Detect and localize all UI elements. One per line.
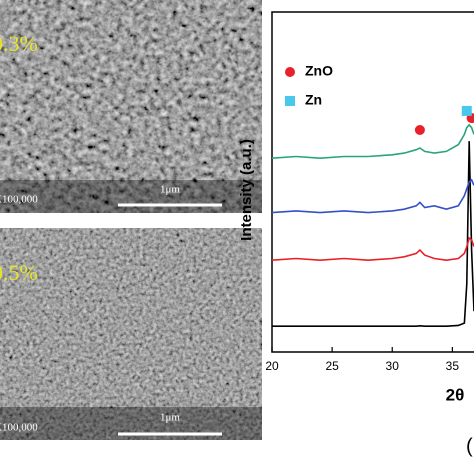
x-tick-label: 30 <box>386 359 400 373</box>
x-axis-label: 2θ <box>446 385 465 404</box>
legend-symbol <box>285 67 295 77</box>
plot-frame <box>271 11 474 353</box>
xrd-line <box>271 178 474 214</box>
xrd-line <box>271 236 474 262</box>
sem-footer <box>0 180 262 213</box>
scale-text: 1μm <box>160 412 180 424</box>
sem-texture <box>0 228 262 440</box>
marker <box>461 105 472 116</box>
panel-label: 0.3% <box>0 31 38 56</box>
panel-label: 0.5% <box>0 260 38 285</box>
x-tick-label: 20 <box>265 359 279 373</box>
xrd-line <box>272 141 474 327</box>
panel-letter: ( <box>466 435 473 457</box>
legend-label: Zn <box>305 92 322 108</box>
xrd-line <box>271 123 474 160</box>
legend-label: ZnO <box>305 63 333 79</box>
magnification: X100,000 <box>0 422 38 434</box>
x-tick-label: 25 <box>325 359 339 373</box>
legend-symbol <box>285 96 295 106</box>
x-tick-label: 35 <box>446 359 460 373</box>
y-axis-label: Intensity (a.u.) <box>238 139 255 241</box>
magnification: X100,000 <box>0 194 38 206</box>
marker <box>414 124 425 135</box>
scale-text: 1μm <box>160 184 180 196</box>
sem-texture <box>0 0 262 213</box>
